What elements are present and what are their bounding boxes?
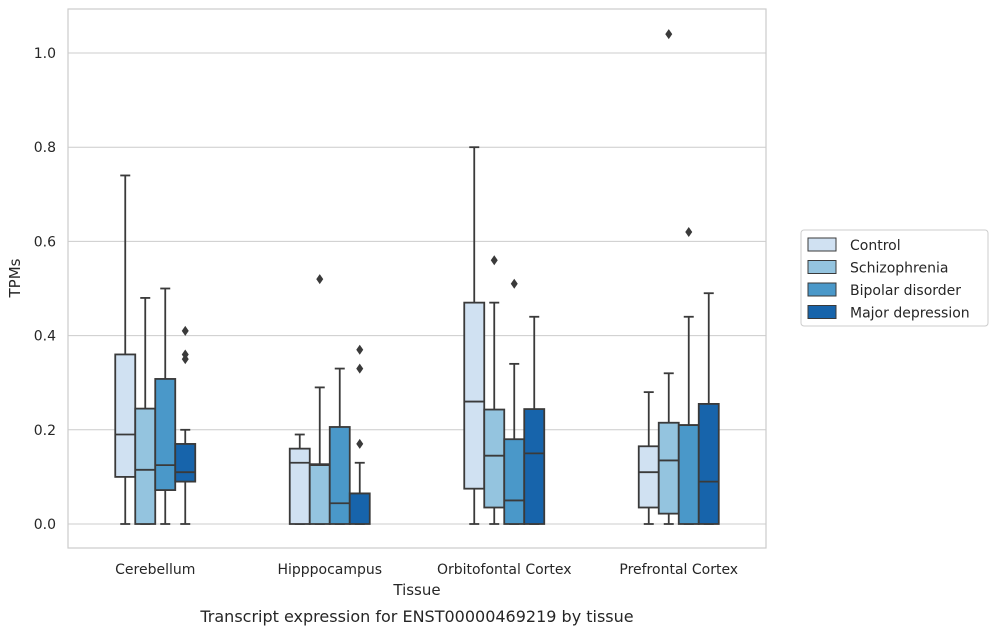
- box-iqr: [328, 426, 351, 525]
- box-control: [637, 391, 660, 525]
- box-bipolar-disorder: [503, 278, 526, 525]
- y-tick-label: 0.4: [34, 329, 56, 345]
- box-bipolar-disorder: [677, 226, 700, 525]
- x-tick-label: Prefrontal Cortex: [619, 562, 738, 578]
- box-iqr: [174, 443, 197, 483]
- outlier-marker: [356, 438, 364, 449]
- y-axis-label: TPMs: [6, 258, 24, 298]
- box-iqr: [348, 492, 371, 525]
- box-iqr: [308, 463, 331, 525]
- legend-label: Control: [850, 238, 901, 254]
- box-iqr: [114, 353, 137, 478]
- box-iqr: [637, 445, 660, 509]
- box-major-depression: [174, 325, 197, 525]
- x-axis-label: Tissue: [392, 581, 440, 599]
- legend-frame: [800, 229, 989, 327]
- legend-label: Major depression: [850, 306, 970, 322]
- x-axis-ticks: Cerebellum Hipppocampus Orbitofontal Corte…: [115, 562, 738, 578]
- x-tick-label: Hipppocampus: [277, 562, 382, 578]
- box-schizophrenia: [308, 274, 331, 525]
- chart-caption: Transcript expression for ENST0000046921…: [199, 607, 633, 626]
- y-tick-label: 1.0: [34, 46, 56, 62]
- outlier-marker: [490, 255, 498, 266]
- x-tick-label: Cerebellum: [115, 562, 195, 578]
- box-plot-area: [114, 29, 720, 525]
- outlier-marker: [181, 325, 189, 336]
- legend-label: Bipolar disorder: [850, 283, 961, 299]
- box-iqr: [288, 447, 311, 525]
- y-tick-label: 0.2: [34, 423, 56, 439]
- box-major-depression: [697, 292, 720, 525]
- box-iqr: [503, 438, 526, 525]
- y-tick-label: 0.6: [34, 234, 56, 250]
- legend-swatch: [807, 260, 837, 274]
- outlier-marker: [356, 344, 364, 355]
- box-iqr: [463, 301, 486, 490]
- box-iqr: [657, 421, 680, 515]
- plot-frame: [67, 8, 767, 549]
- x-tick-label: Orbitofontal Cortex: [437, 562, 572, 578]
- legend-swatch: [807, 305, 837, 319]
- box-iqr: [154, 378, 177, 491]
- box-control: [288, 433, 311, 525]
- y-tick-label: 0.0: [34, 517, 56, 533]
- outlier-marker: [510, 278, 518, 289]
- box-schizophrenia: [657, 29, 680, 525]
- outlier-marker: [181, 349, 189, 360]
- outlier-marker: [316, 274, 324, 285]
- legend-swatch: [807, 237, 837, 252]
- box-bipolar-disorder: [154, 287, 177, 525]
- legend-swatch: [807, 282, 837, 297]
- box-major-depression: [348, 344, 371, 525]
- box-schizophrenia: [134, 297, 157, 525]
- box-schizophrenia: [483, 255, 506, 525]
- box-iqr: [677, 424, 700, 525]
- box-control: [114, 174, 137, 525]
- box-iqr: [523, 408, 546, 525]
- outlier-marker: [685, 226, 693, 237]
- box-bipolar-disorder: [328, 367, 351, 525]
- box-iqr: [483, 408, 506, 509]
- box-iqr: [134, 407, 157, 525]
- y-axis-ticks: 0.0 0.2 0.4 0.6 0.8 1.0: [34, 46, 56, 533]
- outlier-marker: [665, 29, 673, 40]
- box-iqr: [697, 402, 720, 525]
- y-tick-label: 0.8: [34, 140, 56, 156]
- outlier-marker: [356, 363, 364, 374]
- legend: Control Schizophrenia Bipolar disorder Majo…: [800, 229, 989, 327]
- box-control: [463, 146, 486, 525]
- legend-label: Schizophrenia: [850, 261, 948, 277]
- box-major-depression: [523, 315, 546, 525]
